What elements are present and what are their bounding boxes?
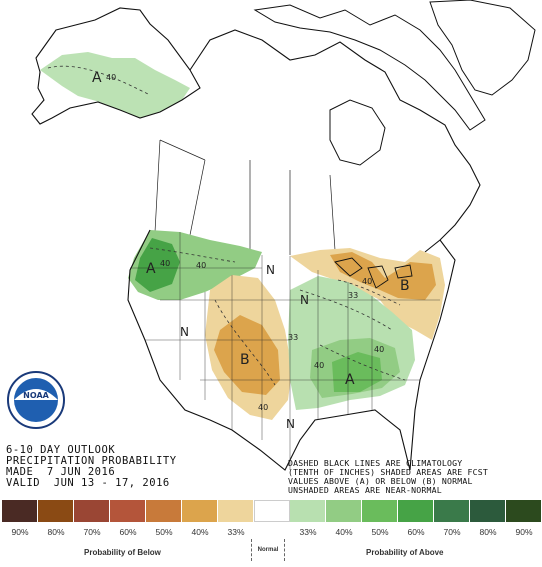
legend-swatch-above-4	[434, 500, 470, 522]
alaska-contour-label: 40	[106, 73, 116, 82]
title-line-3: MADE 7 JUN 2016	[6, 466, 116, 478]
legend-note-block: DASHED BLACK LINES ARE CLIMATOLOGY (TENT…	[288, 459, 488, 495]
legend-percent-above-4: 70%	[443, 527, 461, 537]
central-below-core	[214, 315, 280, 395]
state-lines	[130, 232, 440, 470]
note-line-1: DASHED BLACK LINES ARE CLIMATOLOGY	[288, 458, 463, 468]
title-line-2: PRECIPITATION PROBABILITY	[6, 455, 177, 467]
northwest-above-label: A	[146, 261, 156, 277]
legend-percent-above-3: 60%	[407, 527, 425, 537]
legend-percent-above-1: 40%	[335, 527, 353, 537]
legend-swatch-below-2	[74, 500, 110, 522]
central-below-label: B	[240, 352, 250, 368]
normal-caption: Normal	[251, 539, 285, 561]
title-line-4: VALID JUN 13 - 17, 2016	[6, 477, 170, 489]
legend-swatch-below-4	[146, 500, 182, 522]
legend-percent-below-6: 33%	[227, 527, 245, 537]
legend-swatch-above-1	[326, 500, 362, 522]
legend-percent-below-5: 40%	[191, 527, 209, 537]
alaska-outline	[31, 7, 201, 125]
legend-percent-above-5: 80%	[479, 527, 497, 537]
east-below-core	[330, 252, 436, 300]
probability-legend: 90% 80% 70% 60% 50% 40% 33% 33% 40% 50% 60% 70% 80% 9…	[0, 500, 542, 567]
legend-percent-above-0: 33%	[299, 527, 317, 537]
legend-swatch-above-3	[398, 500, 434, 522]
outlook-title-block: 6-10 DAY OUTLOOK PRECIPITATION PROBABILI…	[6, 445, 177, 489]
legend-percent-below-0: 90%	[11, 527, 29, 537]
normal-label-colorado: N	[300, 293, 309, 307]
above-caption: Probability of Above	[366, 548, 444, 557]
legend-swatch-below-5	[182, 500, 218, 522]
legend-swatch-below-6	[218, 500, 254, 522]
legend-swatch-above-6	[506, 500, 542, 522]
legend-swatch-below-3	[110, 500, 146, 522]
normal-label-montana: N	[266, 263, 275, 277]
central-33-label: 33	[288, 333, 298, 342]
climatology-contours	[47, 65, 406, 386]
legend-percent-row: 90% 80% 70% 60% 50% 40% 33% 33% 40% 50% 60% 70% 80% 9…	[2, 527, 542, 537]
hudson-bay-outline	[329, 99, 386, 166]
legend-swatch-above-2	[362, 500, 398, 522]
legend-percent-below-1: 80%	[47, 527, 65, 537]
legend-swatch-below-0	[2, 500, 38, 522]
legend-swatch-below-1	[38, 500, 74, 522]
legend-swatch-above-5	[470, 500, 506, 522]
alaska-above-label: A	[92, 70, 102, 86]
note-line-4: UNSHADED AREAS ARE NEAR-NORMAL	[288, 485, 442, 495]
alaska-above-shading	[40, 52, 190, 118]
normal-label-texas: N	[286, 417, 295, 431]
legend-swatch-normal-0	[254, 500, 290, 522]
greenland-outline	[429, 0, 536, 96]
legend-swatch-row	[2, 500, 542, 522]
legend-percent-normal-0	[254, 527, 290, 537]
legend-percent-below-4: 50%	[155, 527, 173, 537]
southeast-contour-label-2: 40	[374, 345, 384, 354]
great-lakes	[334, 257, 413, 289]
northwest-contour-label-2: 40	[196, 261, 206, 270]
southeast-above-core	[332, 352, 382, 392]
us-outline	[127, 229, 456, 471]
normal-label-west: N	[180, 325, 189, 339]
noaa-logo-text: NOAA	[23, 391, 49, 400]
note-line-2: (TENTH OF INCHES) SHADED AREAS ARE FCST	[288, 467, 489, 477]
east-below-label: B	[400, 278, 410, 294]
noaa-logo: NOAA	[7, 371, 65, 429]
legend-percent-below-2: 70%	[83, 527, 101, 537]
legend-percent-below-3: 60%	[119, 527, 137, 537]
canada-outline	[189, 29, 481, 253]
canada-province-lines	[154, 139, 336, 255]
northwest-above-core	[135, 238, 180, 292]
legend-percent-above-6: 90%	[515, 527, 533, 537]
legend-swatch-above-0	[290, 500, 326, 522]
southeast-contour-label-1: 40	[314, 361, 324, 370]
east-33-label: 33	[348, 291, 358, 300]
central-contour-label: 40	[258, 403, 268, 412]
note-line-3: VALUES ABOVE (A) OR BELOW (B) NORMAL	[288, 476, 473, 486]
southeast-above-label: A	[345, 372, 355, 388]
title-line-1: 6-10 DAY OUTLOOK	[6, 444, 116, 456]
east-contour-label: 40	[362, 277, 372, 286]
arctic-islands-outline	[253, 4, 486, 131]
northwest-contour-label-1: 40	[160, 259, 170, 268]
legend-percent-above-2: 50%	[371, 527, 389, 537]
below-caption: Probability of Below	[84, 548, 161, 557]
precipitation-map: A 40 A 40 40 N N N N B 40 33 B 40 33 A 4…	[7, 0, 536, 471]
